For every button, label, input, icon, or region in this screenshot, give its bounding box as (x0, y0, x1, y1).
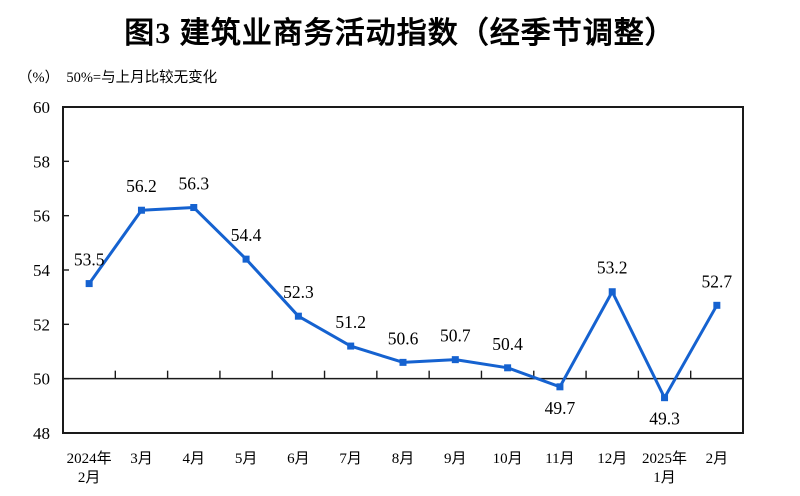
y-axis-label: 54 (33, 261, 51, 280)
data-point-marker (451, 356, 459, 364)
chart-unit-note: （%） 50%=与上月比较无变化 (18, 70, 218, 86)
data-point-marker (661, 394, 669, 402)
data-point-label: 50.7 (440, 326, 471, 346)
data-point-marker (85, 280, 93, 288)
data-point-marker (137, 206, 145, 214)
x-axis-label: 6月 (287, 451, 310, 467)
data-point-label: 54.4 (231, 225, 262, 245)
y-axis-label: 58 (33, 152, 50, 171)
x-axis-label: 10月 (493, 451, 523, 467)
y-axis-label: 50 (33, 370, 50, 389)
x-axis-label: 8月 (392, 451, 415, 467)
series-line (87, 206, 719, 400)
x-axis-label: 2024年 (67, 450, 112, 467)
data-point-label: 51.2 (335, 312, 366, 332)
chart-title: 图3 建筑业商务活动指数（经季节调整） (124, 17, 676, 50)
y-axis-label: 56 (33, 207, 50, 226)
x-axis-label: 7月 (339, 451, 362, 467)
y-axis-label: 52 (33, 315, 50, 334)
data-point-label: 49.3 (649, 409, 680, 429)
data-point-marker (399, 358, 407, 366)
data-point-label: 53.2 (597, 258, 628, 278)
x-axis-label: 2月 (78, 470, 101, 486)
data-point-marker (294, 312, 302, 320)
x-axis-label: 12月 (597, 451, 627, 467)
data-point-label: 53.5 (74, 250, 105, 270)
data-point-marker (347, 342, 355, 350)
x-axis-label: 11月 (545, 451, 574, 467)
data-point-label: 52.7 (702, 271, 733, 291)
x-axis-label: 3月 (130, 451, 153, 467)
data-point-marker (242, 255, 250, 263)
data-point-marker (504, 364, 512, 372)
data-point-label: 52.3 (283, 282, 314, 302)
plot-border (62, 106, 744, 434)
x-axis-label: 2月 (706, 451, 729, 467)
x-axis-label: 9月 (444, 451, 467, 467)
data-point-label: 50.4 (492, 334, 523, 354)
x-axis-label: 5月 (235, 451, 258, 467)
data-point-label: 56.3 (178, 174, 209, 194)
x-axis-label: 4月 (183, 451, 206, 467)
data-point-label: 49.7 (545, 398, 576, 418)
data-point-marker (608, 288, 616, 296)
x-axis-label: 1月 (653, 470, 676, 486)
data-point-marker (713, 301, 721, 309)
data-point-label: 50.6 (388, 328, 419, 348)
x-axis-label: 2025年 (642, 450, 687, 467)
data-point-marker (190, 204, 198, 212)
data-point-marker (556, 383, 564, 391)
y-axis-label: 48 (33, 424, 50, 443)
data-point-label: 56.2 (126, 176, 157, 196)
y-axis-label: 60 (33, 98, 50, 117)
